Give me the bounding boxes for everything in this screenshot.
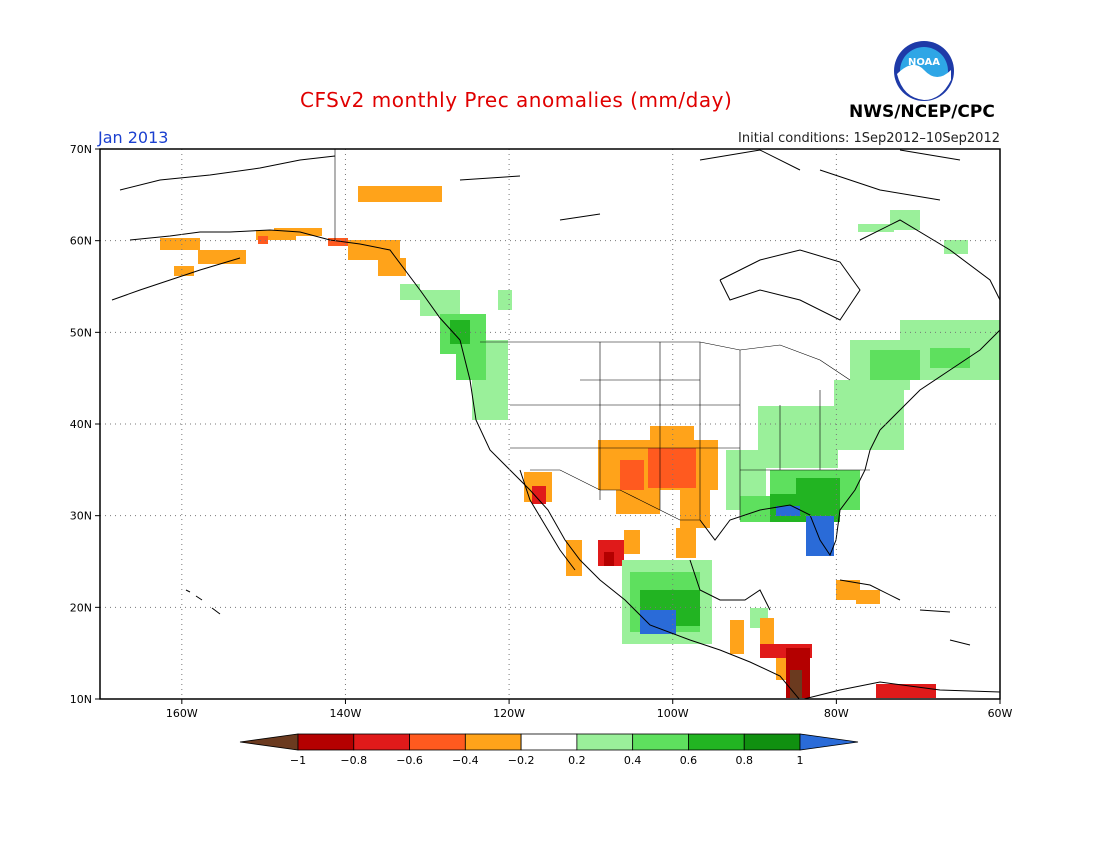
anomaly-ne-mid [870,348,970,380]
colorbar-left-triangle [239,733,299,751]
colorbar-tick-label: 0.4 [624,754,642,767]
colorbar-tick-label: 0.2 [568,754,586,767]
colorbar-swatch [353,733,410,751]
state-borders [334,149,870,521]
latitude-axis: 70N 60N 50N 40N 30N 20N 10N [70,143,100,706]
aleutians [111,257,241,301]
initial-conditions: Initial conditions: 1Sep2012–10Sep2012 [738,131,1000,146]
anomaly-baja-deep [604,552,614,566]
lon-tick-label: 100W [657,707,689,720]
colorbar-swatch [520,733,578,751]
agency-label: NWS/NCEP/CPC [849,102,995,122]
lat-tick-label: 10N [70,693,92,706]
colorbar-tick-label: −0.8 [340,754,367,767]
lat-tick-label: 70N [70,143,92,156]
map-title: CFSv2 monthly Prec anomalies (mm/day) [300,88,733,112]
lat-tick-label: 60N [70,235,92,248]
colorbar-swatch [297,733,355,751]
west-coast [459,339,800,699]
anomaly-baja-strong [532,486,624,566]
noaa-logo-text: NOAA [908,57,940,68]
hudson-bay [719,249,861,321]
colorbar-tick-label: 0.8 [735,754,753,767]
colorbar-swatch [464,733,522,751]
anomaly-alaska [160,228,322,276]
interior-states [510,342,870,520]
labrador-coast [859,219,1000,301]
colorbar: −1 −0.8 −0.6 −0.4 −0.2 0.2 0.4 0.6 0.8 1 [239,733,859,767]
lon-tick-label: 120W [493,707,525,720]
valid-month: Jan 2013 [98,128,169,147]
east-coast [879,329,1000,431]
colorbar-tick-label: −0.2 [508,754,535,767]
alaska-coast [129,229,461,341]
coastlines [111,149,1000,699]
arctic-islands [459,149,961,221]
baja-coast [519,469,576,571]
lon-tick-label: 60W [988,707,1013,720]
anomaly-yukon [348,186,442,276]
anomaly-layer [160,186,1000,698]
lat-tick-label: 30N [70,510,92,523]
colorbar-right-triangle [799,733,859,751]
colorbar-swatch [743,733,801,751]
colorbar-tick-label: 1 [797,754,804,767]
anomaly-baja [524,472,640,576]
us-canada-border [480,341,851,381]
south-america-coast [801,681,1000,699]
lat-tick-label: 50N [70,326,92,339]
anomaly-plains-red [620,448,696,490]
anomaly-mexico-blue [640,610,676,634]
colorbar-tick-label: 0.6 [680,754,698,767]
noaa-logo: NOAA [894,41,954,101]
gulf-coast [699,429,881,557]
colorbar-tick-label: −0.6 [396,754,423,767]
lon-tick-label: 160W [166,707,198,720]
lon-tick-label: 80W [824,707,849,720]
colorbar-swatch [632,733,689,751]
hawaii [185,589,221,615]
lat-tick-label: 40N [70,418,92,431]
colorbar-tick-label: −0.4 [452,754,479,767]
yucatan-coast [689,559,771,611]
colorbar-swatch [409,733,466,751]
lon-tick-label: 140W [330,707,362,720]
longitude-axis: 160W 140W 120W 100W 80W 60W [166,699,1013,720]
colorbar-swatch [688,733,745,751]
colorbar-swatch [576,733,634,751]
anomaly-florida-blue [776,506,834,556]
colorbar-tick-label: −1 [290,754,306,767]
anomaly-central-brown [790,670,802,698]
us-mexico-border [530,469,700,521]
caribbean-islands [839,579,971,646]
lat-tick-label: 20N [70,601,92,614]
graticule [100,149,1000,699]
alaska-north-coast [119,155,336,191]
